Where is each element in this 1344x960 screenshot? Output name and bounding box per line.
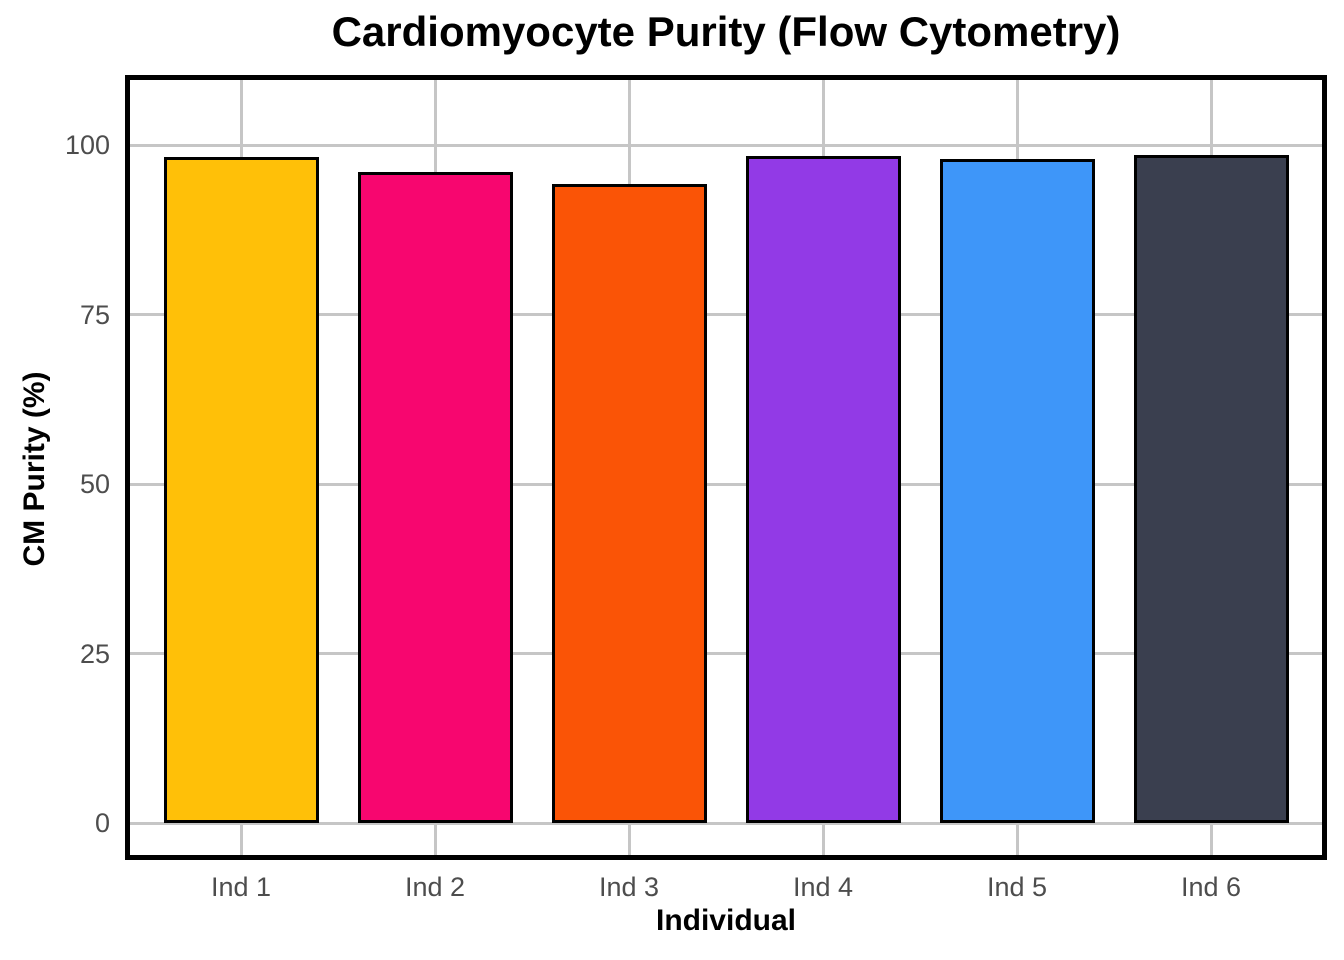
chart-title: Cardiomyocyte Purity (Flow Cytometry)	[331, 8, 1121, 55]
horizontal-gridline	[130, 313, 1322, 317]
bar-ind-2	[357, 172, 513, 824]
bar-ind-5	[939, 158, 1095, 824]
horizontal-gridline	[130, 482, 1322, 486]
y-tick-label-25: 25	[79, 638, 110, 669]
y-tick-label-75: 75	[79, 299, 110, 330]
bar-ind-6	[1133, 154, 1289, 824]
bar-ind-3	[551, 184, 707, 824]
y-tick-label-100: 100	[64, 130, 110, 161]
x-tick-label-ind-2: Ind 2	[404, 872, 466, 902]
x-tick-label-ind-3: Ind 3	[598, 872, 660, 902]
x-tick-label-ind-4: Ind 4	[792, 872, 854, 902]
horizontal-gridline	[130, 652, 1322, 656]
x-tick-label-ind-6: Ind 6	[1180, 872, 1242, 902]
horizontal-gridline	[130, 821, 1322, 825]
plot-area	[130, 80, 1322, 855]
x-tick-label-ind-5: Ind 5	[986, 872, 1048, 902]
x-axis-label: Individual	[655, 904, 796, 937]
x-tick-label-ind-1: Ind 1	[210, 872, 272, 902]
bar-ind-4	[745, 155, 901, 824]
bar-ind-1	[163, 157, 319, 824]
horizontal-gridline	[130, 143, 1322, 147]
y-tick-label-0: 0	[94, 808, 110, 839]
y-tick-label-50: 50	[79, 469, 110, 500]
plot-panel	[125, 75, 1327, 860]
